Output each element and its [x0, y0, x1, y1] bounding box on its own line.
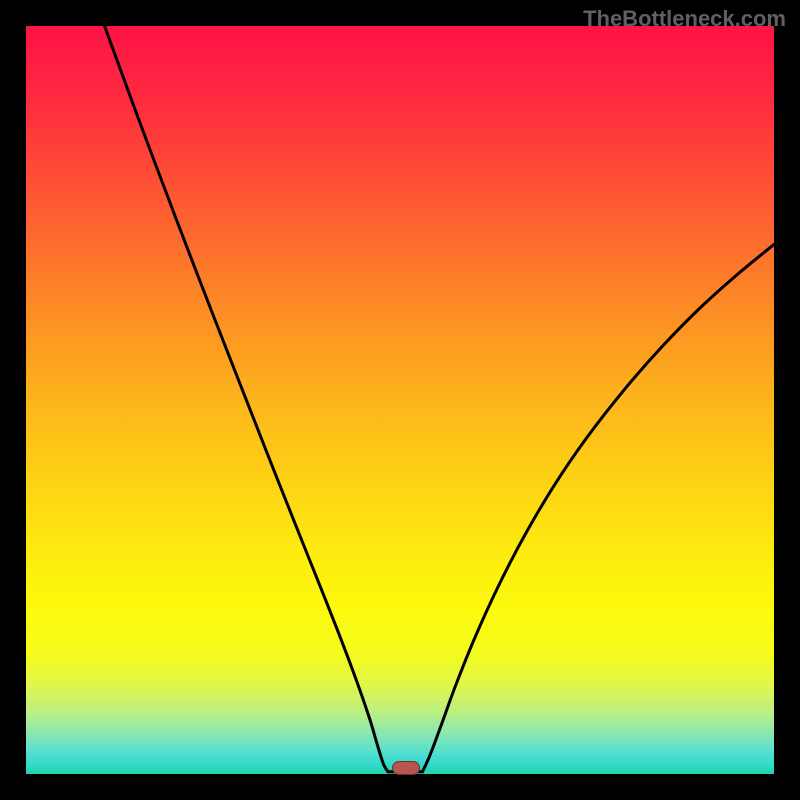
- optimum-marker: [392, 761, 420, 776]
- bottleneck-curve: [26, 26, 774, 774]
- plot-frame: [0, 0, 800, 800]
- chart-canvas: TheBottleneck.com: [0, 0, 800, 800]
- watermark-text: TheBottleneck.com: [583, 6, 786, 32]
